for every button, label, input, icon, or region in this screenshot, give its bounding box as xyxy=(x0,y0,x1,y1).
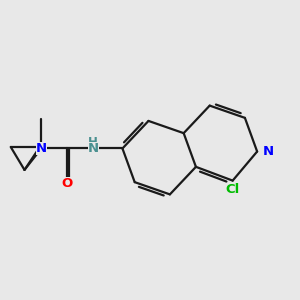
Text: N: N xyxy=(36,142,47,155)
Text: Cl: Cl xyxy=(226,183,240,196)
Text: N: N xyxy=(88,142,99,155)
Text: H: H xyxy=(88,136,98,149)
Text: O: O xyxy=(62,177,73,190)
Text: N: N xyxy=(263,145,274,158)
